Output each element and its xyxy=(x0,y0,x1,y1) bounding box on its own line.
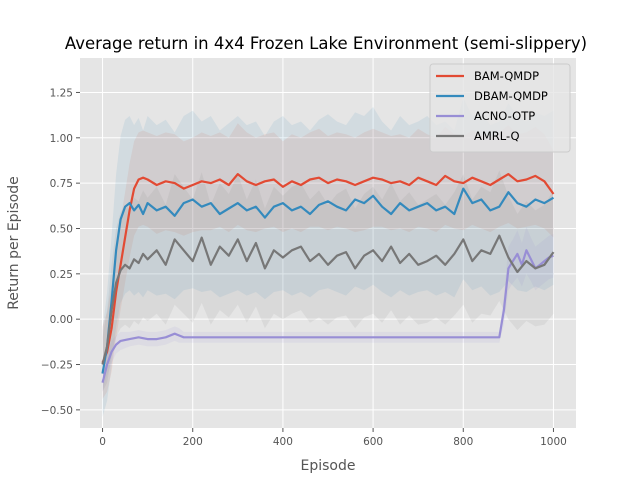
series-line-acno-otp xyxy=(101,249,554,383)
legend-label-acno-otp: ACNO-OTP xyxy=(474,109,535,123)
x-tick-label: 200 xyxy=(183,436,203,448)
x-axis-ticks: 0 200 400 600 800 1000 xyxy=(99,428,567,448)
y-tick-label: 0.00 xyxy=(50,314,73,326)
legend-label-amrl-q: AMRL-Q xyxy=(474,129,520,143)
legend-box xyxy=(429,63,571,153)
confidence-bands xyxy=(102,97,554,418)
legend-label-bam-qmdp: BAM-QMDP xyxy=(474,69,539,83)
x-tick-label: 800 xyxy=(453,436,473,448)
x-tick-label: 600 xyxy=(363,436,383,448)
band-bam-qmdp xyxy=(102,123,554,400)
y-axis-label: Return per Episode xyxy=(6,176,22,310)
x-tick-label: 400 xyxy=(273,436,293,448)
y-tick-label: −0.25 xyxy=(41,360,73,372)
x-axis-label: Episode xyxy=(301,458,356,474)
x-tick-label: 0 xyxy=(99,436,106,448)
y-axis-ticks: −0.50 −0.25 0.00 0.25 0.50 0.75 1.00 1.25 xyxy=(41,87,80,417)
series-lines xyxy=(101,173,555,383)
band-amrl-q xyxy=(102,170,554,392)
band-dbam-qmdp xyxy=(102,97,554,418)
y-tick-label: 1.00 xyxy=(50,133,73,145)
y-tick-label: −0.50 xyxy=(41,405,73,417)
series-line-dbam-qmdp xyxy=(101,187,555,374)
y-tick-label: 0.75 xyxy=(50,178,73,190)
x-tick-label: 1000 xyxy=(540,436,567,448)
legend-label-dbam-qmdp: DBAM-QMDP xyxy=(474,89,548,103)
series-line-amrl-q xyxy=(101,234,555,365)
y-tick-label: 1.25 xyxy=(50,87,73,99)
y-tick-label: 0.25 xyxy=(50,269,73,281)
chart-title: Average return in 4x4 Frozen Lake Enviro… xyxy=(65,34,587,53)
legend: BAM-QMDP DBAM-QMDP ACNO-OTP AMRL-Q xyxy=(429,63,571,153)
y-tick-label: 0.50 xyxy=(50,223,73,235)
series-line-bam-qmdp xyxy=(101,173,555,364)
grid-lines xyxy=(80,58,576,428)
